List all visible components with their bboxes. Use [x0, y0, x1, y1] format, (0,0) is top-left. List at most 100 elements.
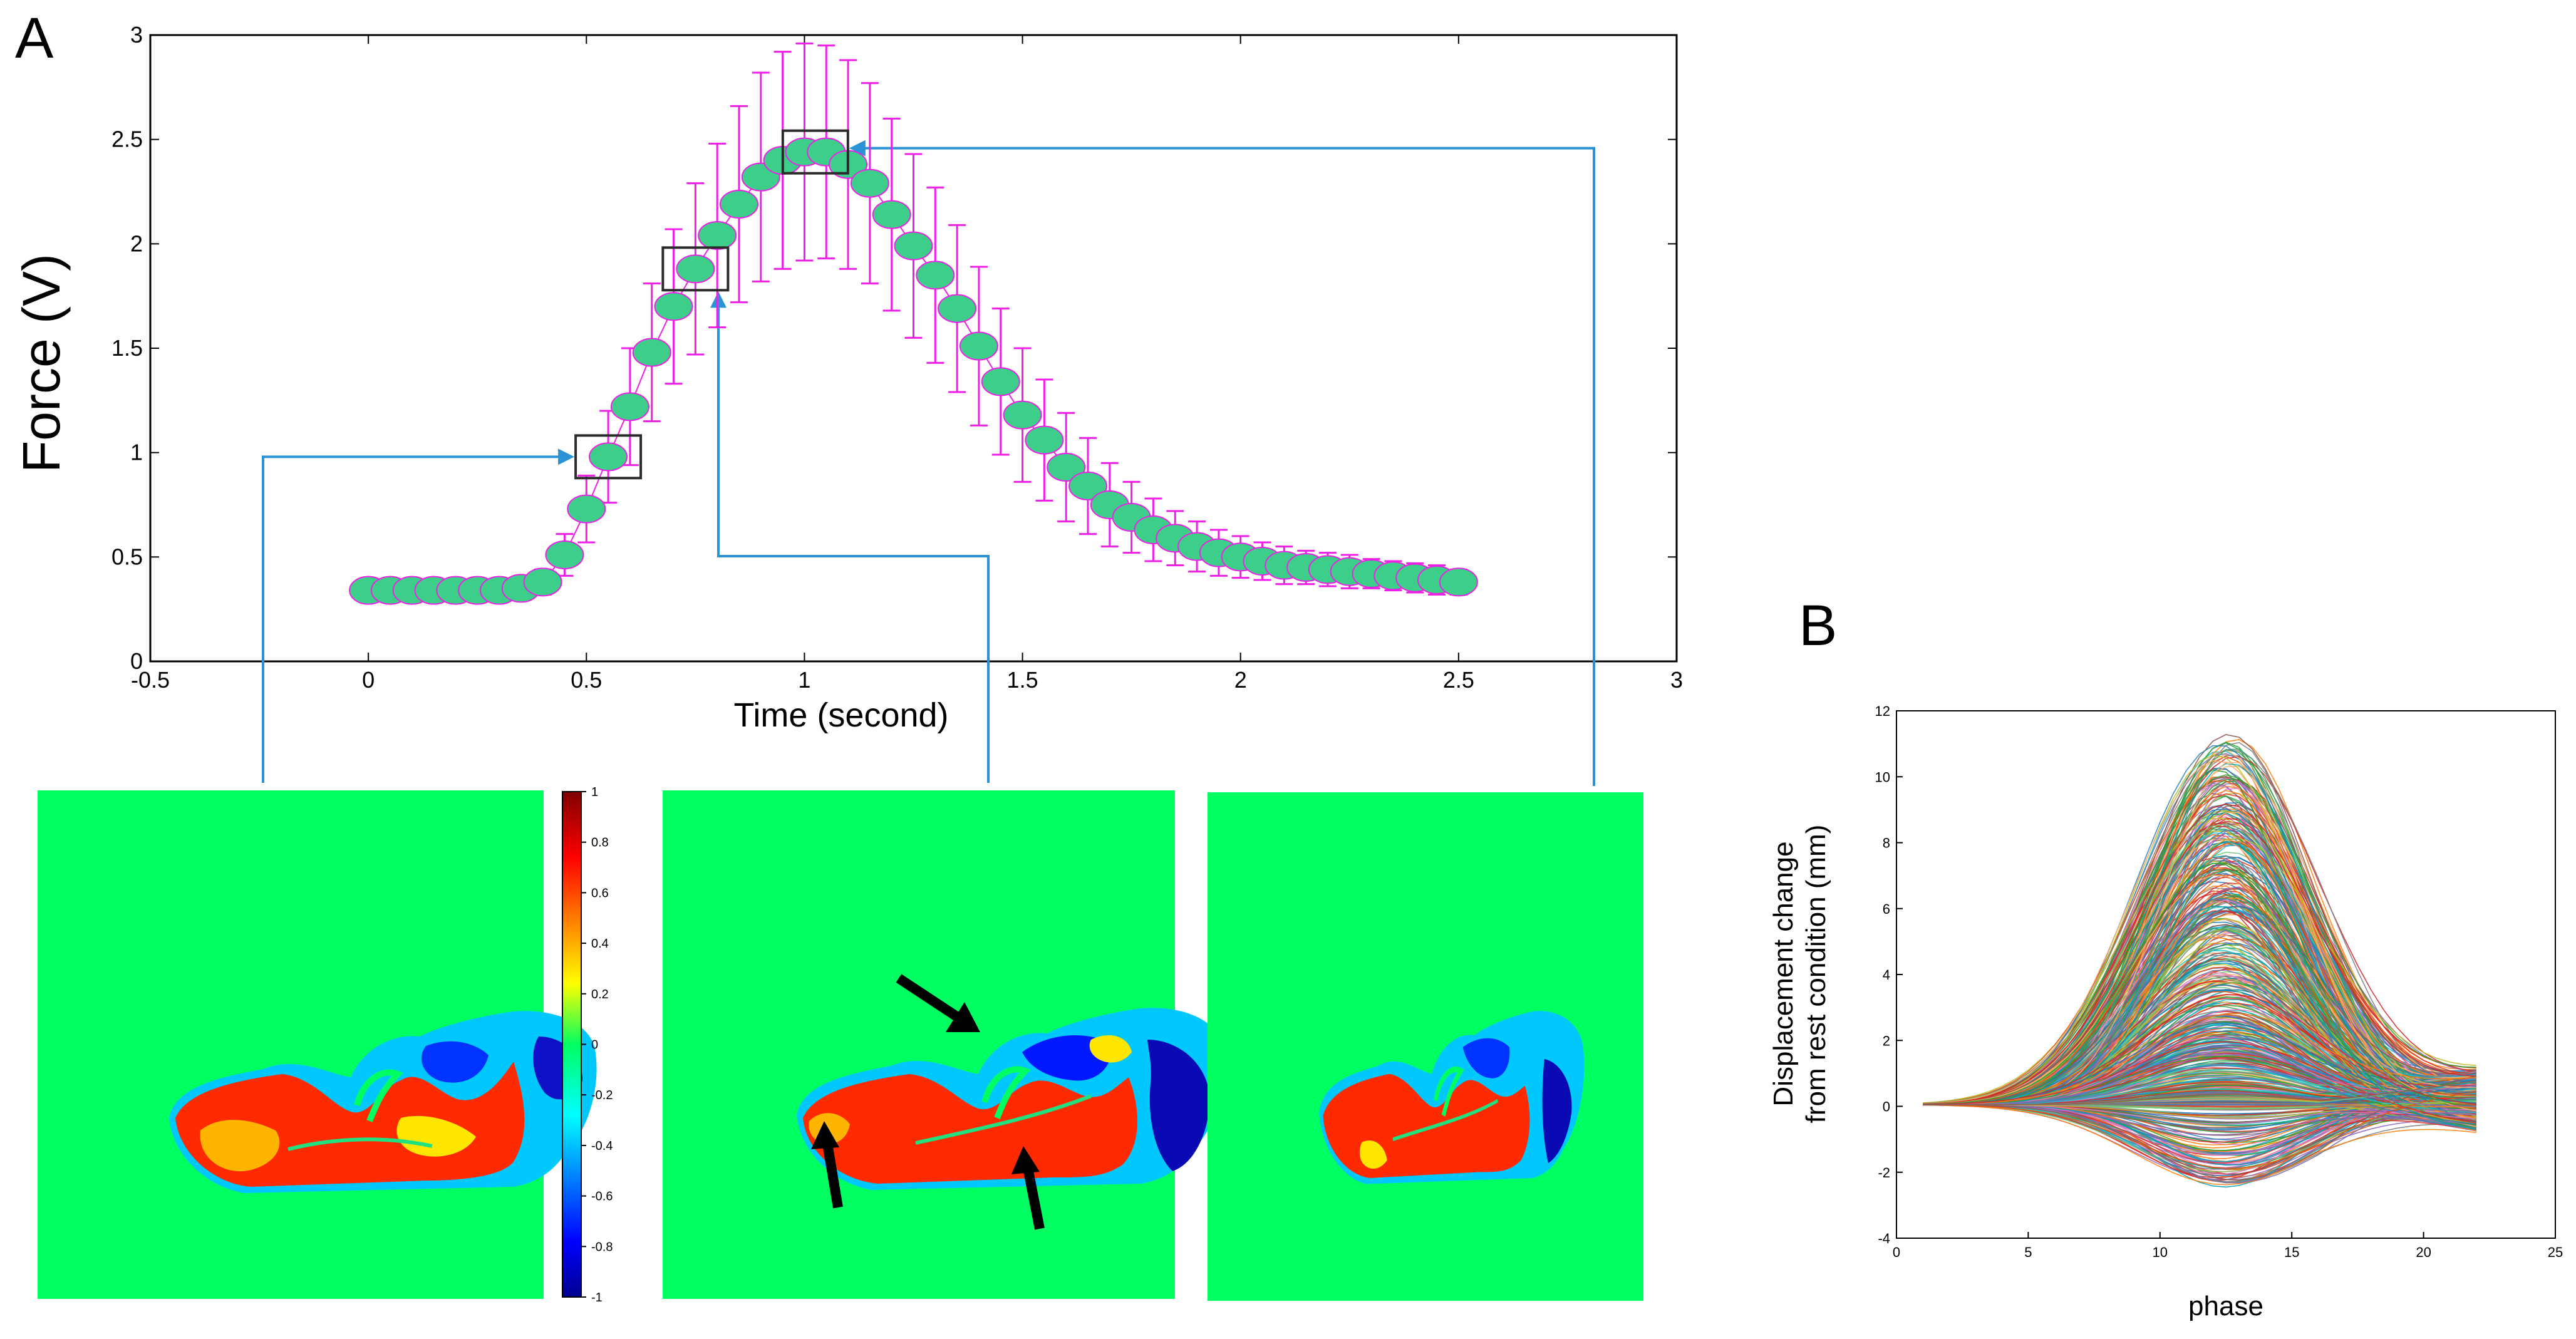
tissue-fold	[354, 1069, 403, 1122]
x-tick-label: 5	[2024, 1244, 2032, 1260]
colorbar-tick-label: -0.6	[591, 1190, 613, 1204]
tissue-fold-2	[287, 1137, 433, 1151]
y-tick-label: 0	[1883, 1099, 1890, 1115]
displacement-x-axis-title: phase	[2188, 1291, 2263, 1321]
tissue-dark-blue-region	[1147, 1040, 1210, 1171]
y-tick-label: 6	[1883, 901, 1890, 917]
tissue-fold-2	[915, 1094, 1092, 1145]
displacement-line	[1923, 803, 2476, 1105]
x-tick-label: 3	[1670, 667, 1683, 693]
displacement-line	[1923, 1104, 2476, 1184]
displacement-x-ticks: 0 5 10 15 20 25	[1893, 1232, 2563, 1260]
data-point	[654, 292, 693, 321]
displacement-line	[1923, 906, 2477, 1125]
tissue-yellow-region	[1089, 1035, 1132, 1063]
force-y-axis-title: Force (V)	[12, 254, 71, 473]
arrow-bottom-left-icon	[811, 1121, 843, 1209]
displacement-chart: 0 5 10 15 20 25 -4 -2 0 2 4 6 8 10 12 phase Displacem…	[1768, 703, 2563, 1321]
tissue-red-region	[803, 1074, 1137, 1184]
data-point	[589, 442, 628, 472]
tissue-fold-2	[1392, 1099, 1499, 1142]
tissue-fold	[981, 1066, 1031, 1119]
y-tick-label: -4	[1878, 1231, 1890, 1246]
force-error-bars	[360, 42, 1467, 598]
map-left-tissue	[169, 1011, 597, 1193]
data-point	[567, 494, 606, 524]
displacement-y-axis-title-line1: Displacement change	[1768, 841, 1799, 1106]
x-tick-label: 15	[2284, 1244, 2299, 1260]
displacement-line	[1923, 906, 2476, 1105]
annotation-arrows	[811, 974, 1045, 1230]
data-point	[1439, 567, 1478, 597]
arrow-top-icon	[896, 974, 980, 1032]
tissue-dark-blue-region	[1542, 1059, 1572, 1164]
colorbar-tick-label: -0.8	[591, 1240, 613, 1254]
data-point	[916, 261, 955, 290]
highlight-box	[781, 129, 849, 175]
data-point	[632, 338, 671, 367]
x-tick-label: 0	[362, 667, 375, 693]
displacement-line	[1923, 755, 2476, 1105]
map-middle-tissue	[797, 1008, 1224, 1190]
highlight-box	[661, 246, 730, 292]
data-point	[523, 567, 562, 597]
colorbar-tick-label: -0.2	[591, 1088, 613, 1102]
colorbar-tick-label: 0.8	[591, 836, 609, 850]
displacement-line	[1923, 869, 2476, 1105]
displacement-line	[1923, 874, 2476, 1105]
data-point	[1068, 472, 1108, 500]
force-chart: -0.5 0 0.5 1 1.5 2 2.5 3 00.511.522.53 Time (se…	[12, 22, 1683, 786]
force-highlight-boxes	[574, 129, 849, 480]
data-point	[545, 540, 584, 569]
colorbar-tick-label: 1	[591, 785, 598, 799]
force-to-map-connectors	[262, 140, 1595, 786]
displacement-line	[1923, 1080, 2476, 1105]
data-point	[1025, 425, 1064, 455]
data-point	[894, 231, 933, 261]
colorbar-tick-label: -1	[591, 1291, 603, 1305]
y-tick-label: 10	[1875, 769, 1890, 785]
displacement-line	[1923, 869, 2476, 1105]
tissue-yellow-region	[396, 1115, 476, 1157]
connector-line	[862, 147, 1595, 786]
displacement-line	[1923, 1076, 2476, 1105]
y-tick-label: 0.5	[111, 544, 143, 569]
displacement-line	[1923, 760, 2476, 1112]
colorbar-tick-label: 0.4	[591, 937, 609, 951]
y-tick-label: 8	[1883, 835, 1890, 851]
y-tick-label: -2	[1878, 1165, 1890, 1181]
displacement-line	[1923, 837, 2476, 1105]
map-middle	[663, 790, 1224, 1299]
y-tick-label: 1	[130, 440, 143, 465]
panel-label-a: A	[15, 6, 54, 70]
force-x-ticks: -0.5 0 0.5 1 1.5 2 2.5 3	[131, 35, 1683, 693]
colorbar-gradient	[562, 791, 582, 1298]
displacement-series	[1923, 734, 2477, 1188]
tissue-blue-region	[421, 1041, 489, 1083]
x-tick-label: 10	[2153, 1244, 2168, 1260]
y-tick-label: 12	[1875, 703, 1890, 719]
data-point	[610, 392, 649, 421]
x-tick-label: 2	[1234, 667, 1247, 693]
y-tick-label: 2	[1883, 1033, 1890, 1048]
arrow-bottom-right-icon	[1011, 1146, 1045, 1230]
data-point	[981, 367, 1020, 396]
data-point	[676, 254, 715, 284]
connector-arrowhead	[849, 140, 866, 157]
tissue-fold	[1434, 1067, 1465, 1117]
map-right	[1208, 792, 1643, 1301]
x-tick-label: 20	[2416, 1244, 2431, 1260]
y-tick-label: 4	[1883, 967, 1890, 983]
x-tick-label: 25	[2548, 1244, 2563, 1260]
colorbar-tick-label: 0.6	[591, 886, 609, 900]
displacement-line	[1923, 994, 2476, 1105]
map-left	[38, 790, 597, 1299]
displacement-y-ticks: -4 -2 0 2 4 6 8 10 12	[1875, 703, 1903, 1246]
y-tick-label: 2.5	[111, 127, 143, 152]
y-tick-label: 3	[130, 22, 143, 48]
y-tick-label: 0	[130, 648, 143, 674]
data-point	[1047, 453, 1086, 482]
x-tick-label: 0	[1893, 1244, 1900, 1260]
colorbar: 1 0.8 0.6 0.4 0.2 0 -0.2 -0.4 -0.6 -0.8 -1	[562, 785, 613, 1305]
displacement-line	[1923, 1053, 2476, 1107]
